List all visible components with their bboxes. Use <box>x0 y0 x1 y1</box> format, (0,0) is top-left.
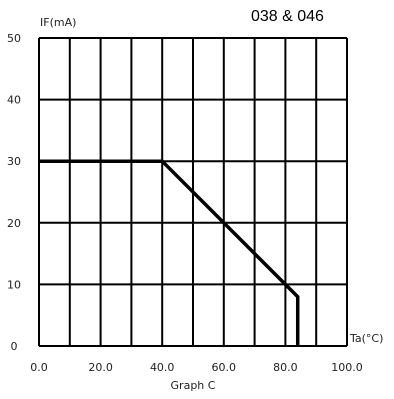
derating-curve <box>39 159 300 346</box>
tick-label-layer: 0.0 20.0 40.0 60.0 80.0 100.0 0 10 20 30 40 50 <box>7 32 363 374</box>
x-tick-label: 80.0 <box>273 361 298 374</box>
y-tick-label: 10 <box>7 278 21 291</box>
x-tick-label: 60.0 <box>212 361 237 374</box>
y-tick-label: 0 <box>11 340 18 353</box>
y-tick-label: 20 <box>7 217 21 230</box>
y-tick-label: 40 <box>7 94 21 107</box>
x-tick-label: 0.0 <box>30 361 48 374</box>
chart-caption: Graph C <box>171 379 216 392</box>
y-tick-label: 30 <box>7 155 21 168</box>
x-tick-label: 40.0 <box>150 361 175 374</box>
y-axis-title: IF(mA) <box>40 16 76 29</box>
curve-layer <box>39 159 300 346</box>
grid-layer <box>38 37 348 347</box>
y-tick-label: 50 <box>7 32 21 45</box>
x-tick-label: 100.0 <box>331 361 363 374</box>
x-axis-title: Ta(°C) <box>349 332 383 345</box>
chart-header-label: 038 & 046 <box>251 8 324 25</box>
x-tick-label: 20.0 <box>88 361 113 374</box>
